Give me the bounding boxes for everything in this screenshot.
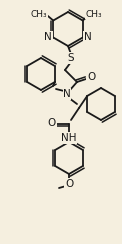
- Text: O: O: [65, 179, 73, 189]
- Text: N: N: [84, 31, 92, 41]
- Text: S: S: [68, 53, 74, 63]
- Text: O: O: [87, 72, 95, 82]
- Text: CH₃: CH₃: [85, 10, 102, 19]
- Text: O: O: [48, 118, 56, 128]
- Text: CH₃: CH₃: [31, 10, 48, 19]
- Text: N: N: [44, 31, 52, 41]
- Text: N: N: [63, 89, 71, 99]
- Text: NH: NH: [61, 133, 77, 143]
